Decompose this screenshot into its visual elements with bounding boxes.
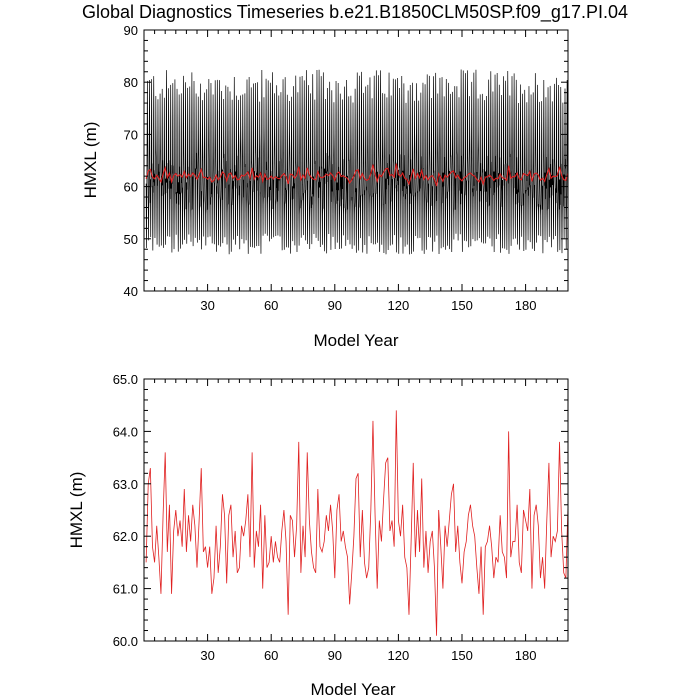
y-tick-label: 60 xyxy=(124,180,138,195)
monthly-series-line xyxy=(145,69,568,255)
bottom-y-axis-label: HMXL (m) xyxy=(67,472,86,549)
bottom-plot-marks xyxy=(145,410,568,636)
x-tick-label: 120 xyxy=(388,648,410,663)
y-tick-label: 63.0 xyxy=(113,477,138,492)
x-tick-label: 180 xyxy=(515,648,537,663)
bottom-x-axis-label: Model Year xyxy=(310,680,395,699)
top-x-axis-label: Model Year xyxy=(313,331,398,350)
y-tick-label: 64.0 xyxy=(113,424,138,439)
x-tick-label: 180 xyxy=(515,298,537,313)
x-tick-label: 60 xyxy=(264,298,278,313)
bottom-panel: 30 60 90 120 150 18060.061.062.063.064.065.0 … xyxy=(67,372,569,699)
x-tick-label: 30 xyxy=(200,298,214,313)
figure-title: Global Diagnostics Timeseries b.e21.B185… xyxy=(82,2,628,23)
y-tick-label: 61.0 xyxy=(113,582,138,597)
x-tick-label: 60 xyxy=(264,648,278,663)
x-tick-label: 150 xyxy=(451,298,473,313)
annual-mean-series-line xyxy=(145,163,568,187)
top-plot-marks xyxy=(145,69,568,255)
x-tick-label: 120 xyxy=(388,298,410,313)
bottom-axes: 30 60 90 120 150 180 60.0 61.0 62.0 63.0 64.0 65.0 xyxy=(113,372,569,663)
y-tick-label: 40 xyxy=(124,284,138,299)
top-panel: 30 60 90 120 150 180 40 50 60 70 80 90 Model Year H… xyxy=(81,23,569,350)
y-tick-label: 90 xyxy=(124,23,138,38)
bottom-plot-frame xyxy=(143,378,569,642)
x-tick-label: 90 xyxy=(328,298,342,313)
y-tick-label: 80 xyxy=(124,75,138,90)
annual-mean-series-line xyxy=(145,410,568,636)
y-tick-label: 65.0 xyxy=(113,372,138,387)
y-tick-label: 50 xyxy=(124,232,138,247)
x-tick-label: 30 xyxy=(200,648,214,663)
y-tick-label: 62.0 xyxy=(113,529,138,544)
x-tick-label: 90 xyxy=(328,648,342,663)
top-axes: 30 60 90 120 150 180 40 50 60 70 80 90 xyxy=(124,23,569,313)
top-y-axis-label: HMXL (m) xyxy=(81,122,100,199)
y-tick-label: 70 xyxy=(124,127,138,142)
y-tick-label: 60.0 xyxy=(113,634,138,649)
x-tick-label: 150 xyxy=(451,648,473,663)
